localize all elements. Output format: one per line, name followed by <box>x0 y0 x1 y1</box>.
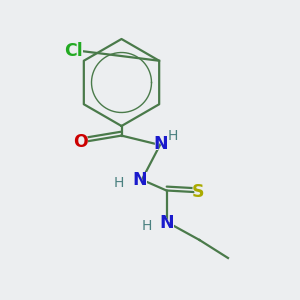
Text: N: N <box>153 135 168 153</box>
Text: N: N <box>158 214 175 233</box>
Text: H: H <box>141 220 152 233</box>
Text: S: S <box>191 182 205 202</box>
Text: Cl: Cl <box>63 41 84 61</box>
Text: H: H <box>167 129 178 142</box>
Text: O: O <box>72 132 90 151</box>
Text: N: N <box>131 170 148 190</box>
Text: H: H <box>113 176 124 190</box>
Text: Cl: Cl <box>64 42 83 60</box>
Text: N: N <box>132 171 147 189</box>
Text: O: O <box>74 133 88 151</box>
Text: N: N <box>159 214 174 232</box>
Text: S: S <box>192 183 204 201</box>
Text: N: N <box>152 134 169 154</box>
